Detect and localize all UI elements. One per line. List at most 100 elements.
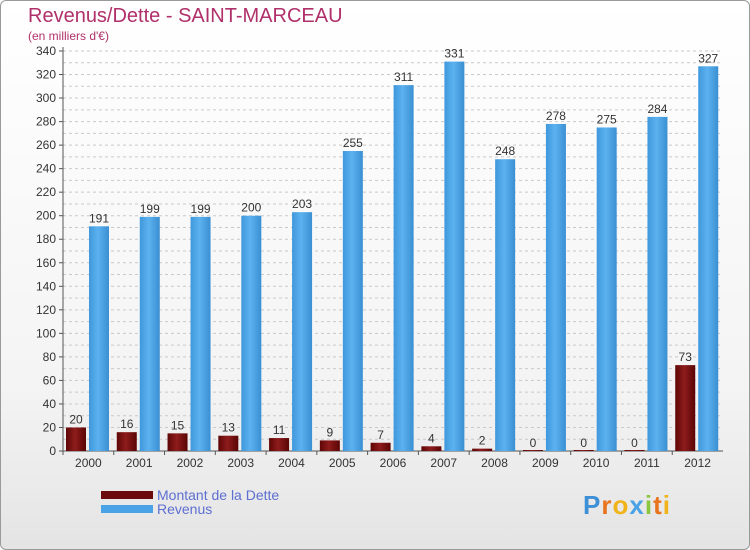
x-tick-label: 2002 (177, 456, 204, 470)
x-tick-label: 2008 (481, 456, 508, 470)
x-tick-label: 2010 (583, 456, 610, 470)
data-label-dette: 2 (479, 434, 486, 448)
x-tick-label: 2003 (227, 456, 254, 470)
y-tick-label: 320 (36, 68, 56, 82)
bar-dette (66, 427, 86, 451)
data-label-revenus: 200 (241, 201, 261, 215)
data-label-revenus: 255 (343, 136, 363, 150)
data-label-revenus: 191 (89, 211, 109, 225)
logo-letter: i (644, 490, 654, 520)
x-tick-label: 2005 (329, 456, 356, 470)
bar-dette (167, 433, 188, 451)
legend-item-revenus: Revenus (101, 501, 212, 517)
bar-dette (472, 448, 493, 451)
bar-revenus (596, 127, 617, 452)
data-label-revenus: 327 (698, 51, 718, 65)
y-tick-label: 260 (36, 138, 56, 152)
y-tick-label: 280 (36, 115, 56, 129)
y-tick-label: 240 (36, 162, 56, 176)
data-label-dette: 73 (679, 350, 693, 364)
y-tick-label: 220 (36, 185, 56, 199)
data-label-dette: 11 (273, 423, 286, 437)
legend-item-dette: Montant de la Dette (101, 487, 279, 503)
data-label-revenus: 199 (140, 202, 160, 216)
y-tick-label: 160 (36, 256, 56, 270)
x-tick-label: 2007 (430, 456, 457, 470)
bar-revenus (342, 151, 363, 451)
bar-dette (319, 440, 340, 451)
y-tick-label: 60 (43, 373, 57, 387)
legend-swatch-revenus (101, 505, 153, 513)
chart-title: Revenus/Dette - SAINT-MARCEAU (28, 5, 343, 27)
bar-dette (421, 446, 442, 451)
data-label-dette: 15 (171, 418, 185, 432)
data-label-revenus: 275 (597, 112, 617, 126)
axes: 0204060801001201401601802002202402602803… (36, 44, 723, 470)
logo-letter: t (653, 490, 663, 520)
data-label-dette: 4 (428, 431, 435, 445)
legend-label-dette: Montant de la Dette (157, 487, 280, 503)
bars (66, 61, 719, 452)
data-label-dette: 0 (530, 436, 537, 450)
data-label-revenus: 248 (495, 144, 515, 158)
data-label-revenus: 203 (292, 197, 312, 211)
data-label-revenus: 278 (546, 109, 566, 123)
bar-revenus (190, 216, 211, 451)
bar-dette (675, 365, 696, 451)
x-tick-label: 2006 (380, 456, 407, 470)
bar-revenus (139, 216, 160, 451)
legend-label-revenus: Revenus (157, 501, 213, 517)
bar-dette (573, 450, 594, 451)
bar-revenus (647, 116, 668, 451)
y-tick-label: 100 (36, 326, 56, 340)
data-label-dette: 13 (222, 421, 236, 435)
y-tick-label: 80 (43, 350, 57, 364)
bar-revenus (241, 215, 262, 451)
data-label-dette: 16 (120, 417, 134, 431)
y-tick-label: 140 (36, 279, 56, 293)
bar-revenus (444, 61, 465, 452)
data-label-revenus: 284 (647, 102, 667, 116)
bar-dette (218, 435, 239, 451)
y-tick-label: 180 (36, 232, 56, 246)
bar-dette (116, 432, 137, 451)
chart-subtitle: (en milliers d'€) (28, 29, 109, 43)
data-label-dette: 7 (377, 428, 384, 442)
logo-letter: i (662, 490, 671, 520)
x-tick-label: 2001 (126, 456, 153, 470)
data-label-revenus: 199 (191, 202, 211, 216)
y-tick-label: 120 (36, 303, 56, 317)
bar-revenus (292, 212, 313, 451)
logo-letter: x (629, 490, 645, 520)
data-label-revenus: 331 (444, 47, 464, 61)
proxiti-logo: Proxiti (583, 490, 671, 521)
bar-dette (370, 442, 391, 451)
bar-revenus (89, 226, 109, 451)
bar-dette (269, 438, 290, 451)
bar-revenus (495, 159, 516, 451)
x-tick-label: 2004 (278, 456, 305, 470)
logo-letter: P (583, 490, 602, 520)
y-tick-label: 200 (36, 209, 56, 223)
x-tick-label: 2009 (532, 456, 559, 470)
legend-swatch-dette (101, 491, 153, 499)
data-label-dette: 9 (327, 425, 334, 439)
logo-letter: r (601, 490, 613, 520)
bar-revenus (698, 66, 719, 451)
x-tick-label: 2011 (634, 456, 660, 470)
y-tick-label: 340 (36, 44, 56, 58)
data-label-revenus: 311 (394, 70, 413, 84)
x-tick-label: 2012 (684, 456, 711, 470)
data-labels: 20 191 16 199 15 199 13 200 11 203 9 255 7 311 4 331 2 24… (69, 47, 718, 450)
bar-revenus (393, 85, 414, 451)
y-tick-label: 0 (49, 444, 56, 458)
bar-dette (624, 450, 645, 451)
data-label-dette: 20 (69, 412, 83, 426)
bar-dette (522, 450, 543, 451)
logo-letter: o (612, 490, 630, 520)
data-label-dette: 0 (631, 436, 638, 450)
y-tick-label: 20 (43, 420, 57, 434)
grid-lines (63, 50, 723, 440)
